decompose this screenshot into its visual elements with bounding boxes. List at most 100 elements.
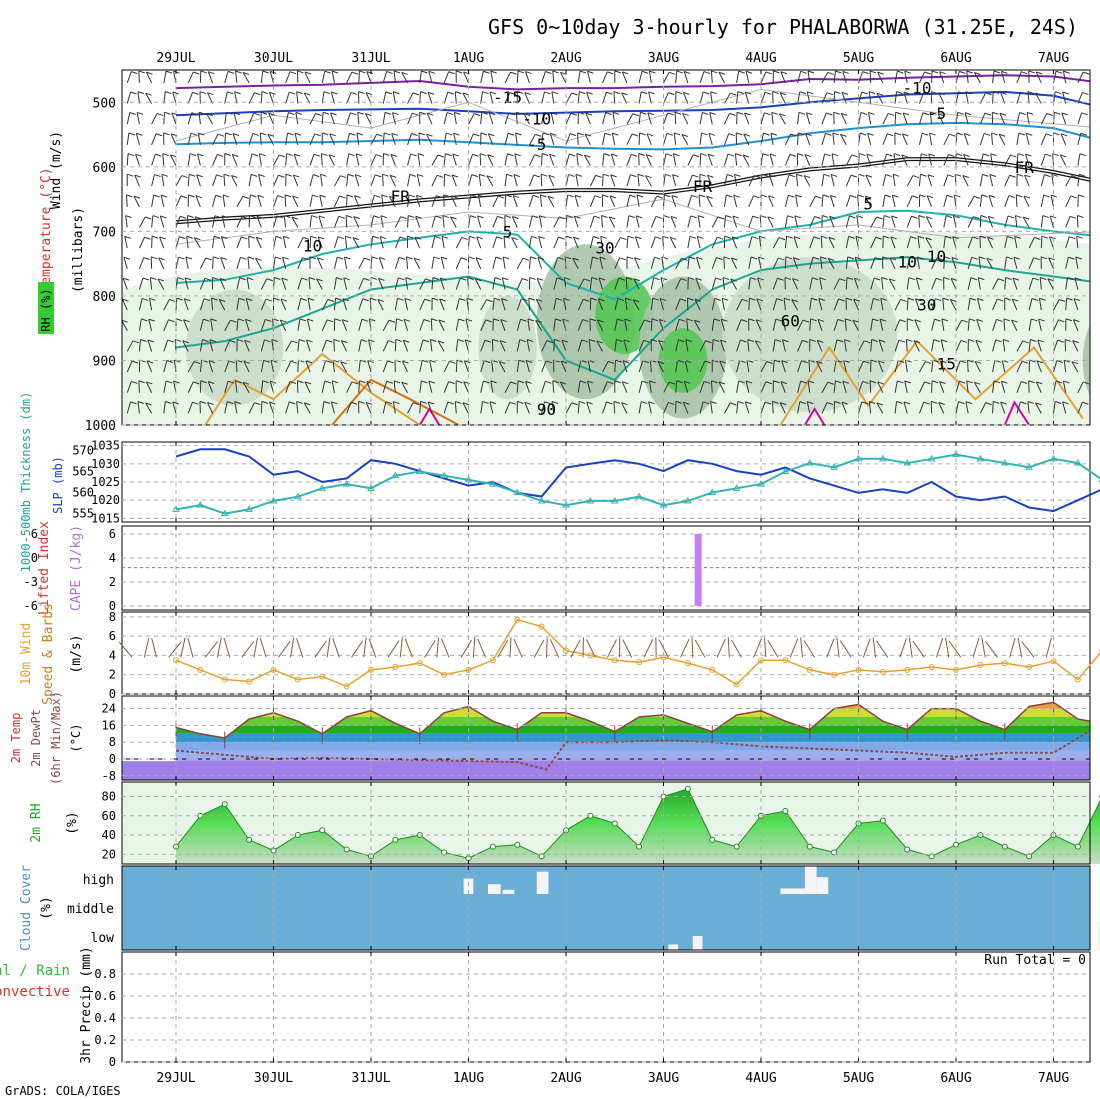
wind-barb (125, 215, 128, 228)
wind-barb-flag (804, 154, 812, 158)
wind-barb (270, 360, 274, 373)
wind-barb-flag (521, 278, 529, 281)
wind-barb-flag (570, 112, 578, 116)
wind-barb-flag (752, 215, 759, 219)
wind-barb (979, 112, 986, 125)
wind-barb (468, 154, 474, 166)
wind-barb (175, 216, 181, 228)
wind-barb (306, 318, 311, 331)
surface-barb (872, 637, 877, 658)
wind-barb (870, 257, 876, 269)
wind-barb (212, 154, 218, 166)
wind-barb (589, 236, 594, 249)
cape-tick: 2 (109, 575, 116, 589)
wind-barb-flag (382, 173, 389, 177)
slp-tick: 1015 (91, 511, 120, 525)
thickness-tick: 555 (72, 507, 94, 521)
wind-barb (477, 194, 482, 207)
wind-barb (894, 360, 899, 373)
wind-barb (488, 112, 494, 125)
temp-tick: 16 (102, 718, 116, 732)
wind-barb-flag (783, 297, 791, 301)
wind-barb-flag (512, 216, 519, 220)
wind-barb-flag (900, 298, 907, 302)
wind-barb (330, 91, 335, 104)
wind-barb (413, 257, 421, 270)
wind-barb-flag (193, 71, 200, 75)
wind-barb (309, 236, 312, 249)
x-tick-label-bottom: 6AUG (940, 1071, 971, 1086)
wind-barb (1053, 360, 1058, 373)
wind-barb (1000, 92, 1006, 104)
wind-barb-flag (560, 360, 568, 364)
wind-barb-flag (925, 361, 932, 365)
wind-barb-flag (568, 173, 575, 177)
wind-barb (317, 236, 323, 249)
wind-barb-flag (246, 297, 253, 301)
wind-barb-flag (165, 380, 173, 384)
wind-barb-flag (473, 133, 480, 137)
wind-barb-flag (703, 91, 710, 95)
wind-barb (561, 339, 567, 352)
surface-barb (296, 638, 304, 658)
wind-barb (163, 401, 166, 414)
wind-barb-flag (979, 235, 987, 239)
wind-barb-flag (255, 257, 262, 261)
wind-barb (931, 339, 935, 352)
wind-barb-flag (296, 91, 303, 95)
wind-barb (333, 216, 340, 228)
wind-barb-flag (309, 256, 317, 260)
rh-point (1074, 843, 1081, 850)
wind-barb-flag (447, 91, 454, 95)
wind-barb-flag (133, 195, 141, 199)
wind-barb-flag (200, 380, 207, 384)
thickness-point (415, 467, 424, 474)
wind-barb-flag (946, 194, 954, 198)
wind-barb-flag (728, 133, 735, 137)
wind-barb-flag (450, 216, 457, 220)
wind-barb-flag (226, 111, 233, 115)
wind-barb-flag (478, 194, 485, 198)
wind-barb-flag (1027, 400, 1035, 404)
wind-barb-flag (961, 319, 968, 323)
wind-barb-flag (730, 278, 737, 282)
wind-barb (1074, 277, 1079, 290)
wind-barb-flag (988, 194, 996, 198)
wind-barb (221, 215, 226, 228)
wind-barb (504, 381, 511, 393)
wind-barb-flag (500, 319, 507, 323)
wind-barb-flag (400, 216, 407, 220)
wind-barb (671, 195, 677, 207)
wind-barb-flag (323, 91, 331, 95)
wind-barb (687, 154, 694, 166)
wind-barb-flag (234, 91, 241, 95)
wind-barb (285, 340, 292, 352)
temp-band (176, 725, 1090, 734)
wind-barb (419, 298, 426, 311)
wind-barb (346, 153, 350, 166)
wind-barb-flag (490, 70, 497, 74)
wind-barb (151, 215, 154, 228)
y-tick-label: 500 (93, 96, 116, 111)
wind-barb (125, 194, 128, 207)
wind-barb (877, 360, 884, 373)
wind-barb-flag (731, 236, 739, 240)
wind-barb (913, 340, 920, 352)
wind-barb (123, 257, 128, 269)
x-tick-label-bottom: 3AUG (648, 1071, 679, 1086)
wind-barb-flag (540, 194, 547, 198)
wind-barb (260, 360, 265, 373)
wind-barb-flag (880, 297, 887, 301)
wind-barb (845, 256, 849, 269)
wind-barb (137, 91, 140, 104)
wind-barb-flag (181, 175, 188, 179)
wind-barb (636, 194, 640, 207)
wind-barb (207, 71, 214, 84)
precip-tick: 0.6 (94, 989, 116, 1003)
cloud-gap (463, 878, 474, 894)
wind-barb-flag (1046, 113, 1053, 117)
wind-barb (346, 112, 351, 125)
wind-barb-flag (307, 318, 314, 322)
wind-barb-flag (772, 400, 779, 404)
wind-barb-flag (1078, 194, 1085, 198)
